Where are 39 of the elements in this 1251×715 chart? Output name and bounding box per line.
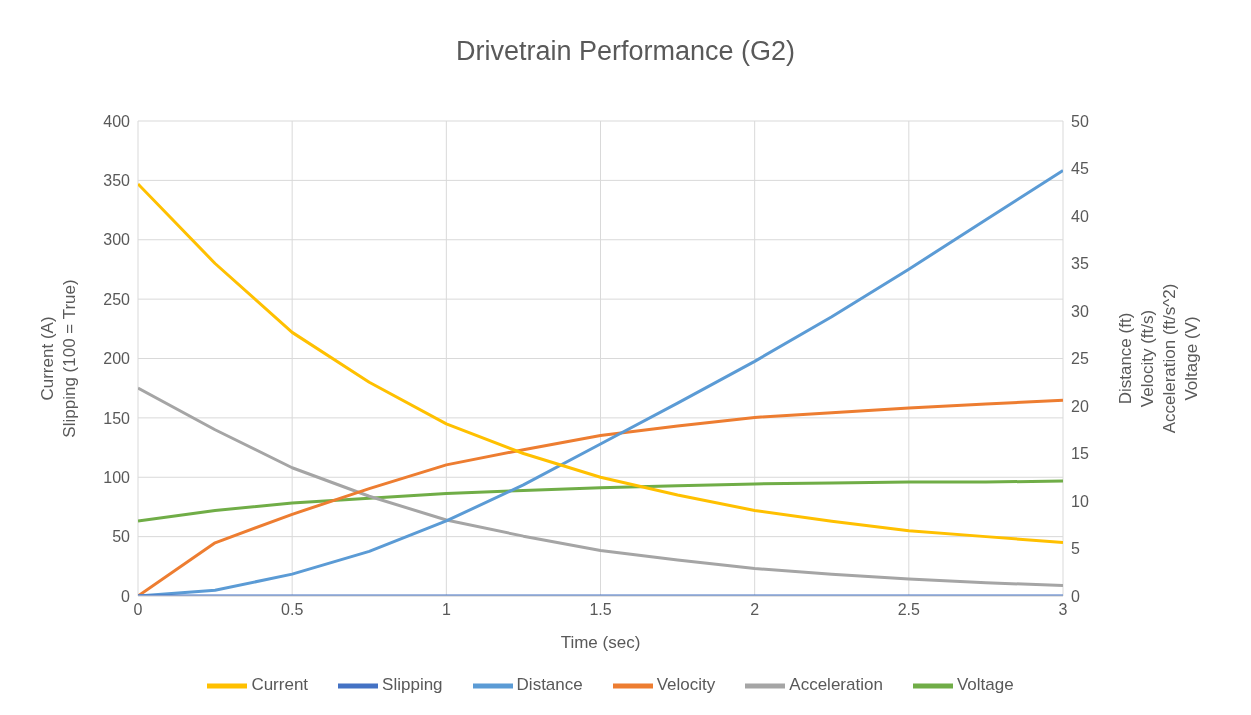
x-tick-label: 0	[133, 601, 143, 619]
y2-tick-label: 5	[1071, 540, 1080, 558]
y-axis-title: Current (A) Slipping (100 = True)	[37, 279, 79, 438]
y2-tick-label: 10	[1071, 492, 1089, 510]
y2-tick-label: 35	[1071, 255, 1089, 273]
y-tick-label: 0	[121, 587, 131, 605]
x-tick-label: 1	[441, 601, 451, 619]
line-series	[138, 479, 1063, 523]
legend-label: Voltage	[956, 675, 1014, 695]
y2-tick-label: 15	[1071, 445, 1089, 463]
y2-axis-title: Distance (ft) Velocity (ft/s) Acceleration (ft/s^2) Voltage (V)	[1115, 283, 1201, 434]
legend-label: Distance	[516, 675, 583, 695]
y-tick-label: 150	[103, 409, 131, 427]
x-tick-label: 2.5	[897, 601, 921, 619]
legend-label: Velocity	[656, 675, 716, 695]
y-tick-label: 400	[103, 112, 131, 130]
chart-title: Drivetrain Performance (G2)	[454, 35, 797, 68]
x-tick-label: 2	[750, 601, 760, 619]
x-tick-label: 0.5	[281, 601, 304, 619]
y2-tick-label: 20	[1071, 397, 1089, 415]
y2-tick-label: 40	[1071, 207, 1089, 225]
x-tick-label: 1.5	[589, 601, 612, 619]
x-tick-label: 3	[1058, 601, 1068, 619]
legend-label: Slipping	[382, 675, 443, 695]
y2-tick-label: 50	[1071, 112, 1089, 130]
y2-tick-label: 30	[1071, 302, 1089, 320]
y-tick-label: 100	[103, 468, 131, 486]
y2-tick-label: 0	[1071, 587, 1080, 605]
y2-tick-label: 25	[1071, 350, 1089, 368]
y-tick-label: 250	[103, 290, 131, 308]
y-tick-label: 50	[112, 528, 131, 546]
y-tick-label: 350	[103, 172, 131, 190]
y-tick-label: 200	[103, 350, 131, 368]
legend-label: Acceleration	[789, 675, 883, 695]
y-tick-label: 300	[103, 231, 131, 249]
line-series	[138, 182, 1063, 545]
legend-label: Current	[251, 675, 309, 695]
y2-tick-label: 45	[1071, 160, 1089, 178]
x-axis-title: Time (sec)	[560, 633, 641, 652]
